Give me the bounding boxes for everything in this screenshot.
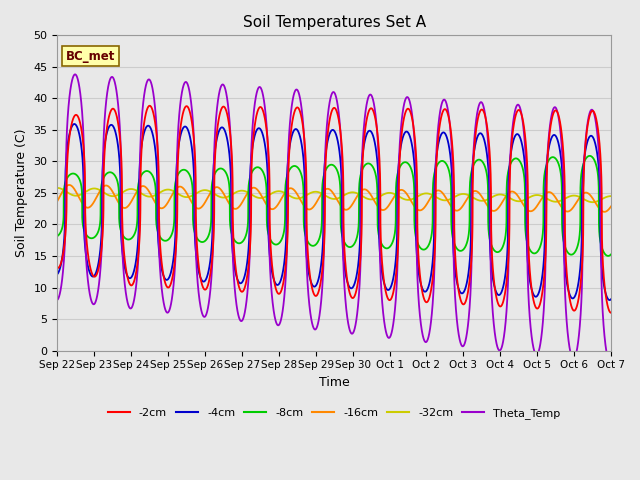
Y-axis label: Soil Temperature (C): Soil Temperature (C) [15, 129, 28, 257]
X-axis label: Time: Time [319, 376, 349, 389]
Legend: -2cm, -4cm, -8cm, -16cm, -32cm, Theta_Temp: -2cm, -4cm, -8cm, -16cm, -32cm, Theta_Te… [103, 404, 565, 423]
Title: Soil Temperatures Set A: Soil Temperatures Set A [243, 15, 426, 30]
Text: BC_met: BC_met [66, 49, 115, 62]
